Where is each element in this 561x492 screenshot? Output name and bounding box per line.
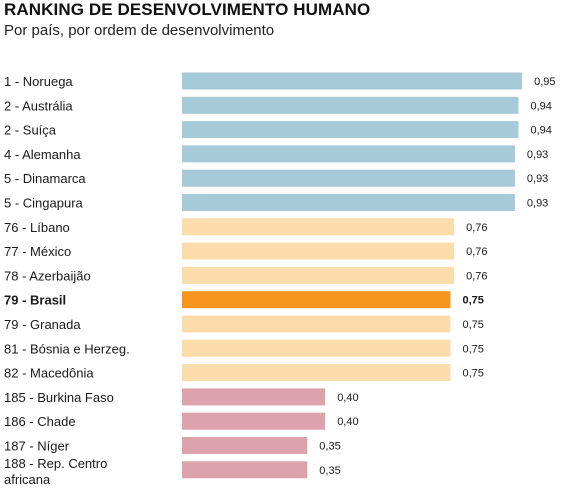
value-label-4: 0,93 <box>527 149 548 161</box>
category-label-17: 188 - Rep. Centro africana <box>4 456 107 487</box>
category-label-4: 4 - Alemanha <box>4 147 81 162</box>
bar-10 <box>182 291 451 309</box>
bar-5 <box>182 169 515 187</box>
chart-subtitle: Por país, por ordem de desenvolvimento <box>4 22 275 39</box>
value-label-8: 0,76 <box>466 246 487 258</box>
value-label-7: 0,76 <box>466 222 487 234</box>
value-label-9: 0,76 <box>466 270 487 282</box>
category-label-7: 76 - Líbano <box>4 220 70 235</box>
bar-1 <box>182 72 523 90</box>
category-label-13: 82 - Macedônia <box>4 366 94 381</box>
bar-11 <box>182 315 451 333</box>
category-label-1: 1 - Noruega <box>4 74 73 89</box>
bar-9 <box>182 266 455 284</box>
value-label-16: 0,35 <box>319 441 340 453</box>
category-label-15: 186 - Chade <box>4 414 76 429</box>
category-label-2: 2 - Austrália <box>4 98 73 113</box>
bar-13 <box>182 364 451 382</box>
bar-2 <box>182 96 519 114</box>
value-label-2: 0,94 <box>531 100 552 112</box>
value-label-1: 0,95 <box>534 76 555 88</box>
bar-14 <box>182 388 326 406</box>
category-label-12: 81 - Bósnia e Herzeg. <box>4 341 130 356</box>
category-label-5: 5 - Dinamarca <box>4 171 86 186</box>
value-label-14: 0,40 <box>337 392 358 404</box>
value-label-17: 0,35 <box>319 465 340 477</box>
category-label-3: 2 - Suíça <box>4 123 57 138</box>
bar-15 <box>182 412 326 430</box>
value-label-15: 0,40 <box>337 416 358 428</box>
value-label-3: 0,94 <box>531 125 552 137</box>
value-label-5: 0,93 <box>527 173 548 185</box>
value-label-6: 0,93 <box>527 198 548 210</box>
category-label-16: 187 - Níger <box>4 439 70 454</box>
category-label-9: 78 - Azerbaijão <box>4 268 91 283</box>
bar-16 <box>182 437 308 454</box>
category-label-8: 77 - México <box>4 244 71 259</box>
bar-12 <box>182 339 451 357</box>
bar-3 <box>182 121 519 139</box>
chart-title: RANKING DE DESENVOLVIMENTO HUMANO <box>4 0 371 19</box>
bar-6 <box>182 194 515 211</box>
category-label-11: 79 - Granada <box>4 317 81 332</box>
value-label-11: 0,75 <box>463 319 484 331</box>
category-label-14: 185 - Burkina Faso <box>4 390 114 405</box>
bar-4 <box>182 145 515 163</box>
category-label-6: 5 - Cingapura <box>4 196 84 211</box>
value-label-10: 0,75 <box>463 295 484 307</box>
bar-17 <box>182 461 308 479</box>
bar-8 <box>182 242 455 260</box>
bar-7 <box>182 218 455 236</box>
value-label-13: 0,75 <box>463 368 484 380</box>
category-label-10: 79 - Brasil <box>4 293 66 308</box>
value-label-12: 0,75 <box>463 343 484 355</box>
